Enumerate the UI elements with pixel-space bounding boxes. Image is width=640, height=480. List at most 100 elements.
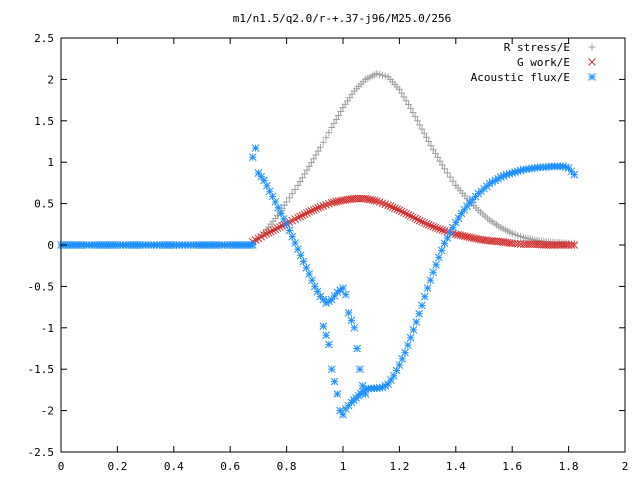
data-point	[412, 318, 421, 326]
data-point	[418, 217, 426, 226]
data-point-stroke	[251, 144, 260, 152]
data-point	[285, 226, 294, 235]
data-point	[325, 128, 333, 136]
data-point-stroke	[325, 199, 333, 208]
data-point	[398, 89, 406, 97]
data-point	[424, 220, 433, 229]
data-point	[375, 198, 384, 207]
data-point-stroke	[347, 316, 356, 325]
data-point	[381, 200, 390, 209]
data-point-stroke	[451, 230, 460, 239]
data-point-stroke	[302, 263, 311, 272]
data-point	[333, 390, 342, 398]
data-point-stroke	[570, 170, 579, 179]
data-point-stroke	[463, 232, 471, 241]
data-point-stroke	[319, 322, 328, 330]
data-point	[294, 245, 302, 253]
data-point-stroke	[378, 199, 387, 208]
data-point-stroke	[386, 202, 395, 211]
data-point	[325, 199, 333, 208]
data-point-stroke	[460, 232, 469, 241]
data-point	[248, 153, 257, 162]
data-point	[260, 231, 268, 239]
data-point	[305, 162, 313, 170]
x-tick-label: 1	[340, 460, 347, 473]
x-tick-label: 0	[58, 460, 65, 473]
data-point	[368, 196, 377, 204]
data-point-stroke	[363, 195, 372, 203]
data-point	[393, 205, 401, 214]
data-point-stroke	[423, 284, 432, 292]
data-point-stroke	[322, 331, 330, 340]
series-g-work-e	[248, 194, 579, 249]
data-point-stroke	[402, 209, 411, 218]
data-point-stroke	[429, 268, 438, 277]
legend-label: Acoustic flux/E	[471, 71, 570, 84]
data-point-stroke	[279, 215, 288, 223]
data-point-stroke	[316, 203, 325, 211]
data-point-stroke	[332, 197, 341, 206]
data-point	[406, 212, 415, 220]
data-point-stroke	[271, 198, 280, 206]
data-point-stroke	[440, 227, 449, 235]
data-point-stroke	[344, 309, 353, 317]
data-point	[307, 159, 315, 167]
data-point-stroke	[438, 226, 447, 234]
data-point	[564, 241, 573, 249]
data-point-stroke	[375, 198, 384, 207]
data-point-stroke	[341, 290, 350, 299]
x-tick-label: 2	[622, 460, 629, 473]
data-point	[402, 97, 410, 105]
data-point	[415, 216, 424, 225]
data-point	[312, 205, 320, 213]
data-point	[463, 232, 471, 241]
data-point	[291, 186, 299, 194]
data-point-stroke	[339, 284, 347, 292]
data-point-stroke	[353, 344, 361, 353]
data-point-stroke	[429, 222, 438, 231]
data-point	[302, 263, 311, 272]
data-point	[438, 226, 447, 234]
data-point-stroke	[476, 235, 485, 244]
y-tick-label: -0.5	[28, 280, 55, 293]
data-point	[404, 341, 412, 350]
data-point	[288, 232, 297, 241]
data-point-stroke	[395, 361, 404, 369]
data-point-stroke	[325, 340, 333, 349]
data-point-stroke	[381, 200, 390, 209]
data-point	[469, 234, 478, 243]
data-point	[435, 253, 443, 262]
data-point	[418, 301, 426, 310]
data-point	[400, 93, 408, 101]
data-point-stroke	[296, 251, 305, 260]
data-point	[332, 197, 341, 206]
data-point	[446, 173, 454, 181]
y-tick-label: -2.5	[28, 446, 55, 459]
data-point	[327, 198, 336, 207]
data-point	[299, 257, 308, 266]
data-point-stroke	[474, 235, 483, 244]
data-point	[378, 199, 387, 208]
x-tick-label: 0.4	[164, 460, 184, 473]
data-point	[273, 224, 282, 232]
data-point-stroke	[404, 211, 413, 219]
data-point	[431, 150, 439, 158]
y-tick-label: 0	[47, 239, 54, 252]
data-point	[271, 225, 280, 234]
data-point	[278, 221, 286, 230]
data-point	[303, 166, 311, 174]
data-point-stroke	[307, 207, 316, 215]
data-point-stroke	[260, 231, 268, 239]
data-point	[327, 365, 336, 374]
data-point-stroke	[260, 176, 268, 185]
data-point-stroke	[432, 261, 440, 269]
data-point	[416, 121, 424, 129]
data-point	[427, 221, 435, 230]
data-point-stroke	[570, 241, 579, 249]
data-point	[262, 230, 271, 238]
data-point	[341, 290, 350, 299]
data-point	[460, 232, 469, 241]
data-point-stroke	[298, 211, 307, 220]
data-point-stroke	[248, 153, 257, 162]
data-point	[436, 157, 444, 165]
